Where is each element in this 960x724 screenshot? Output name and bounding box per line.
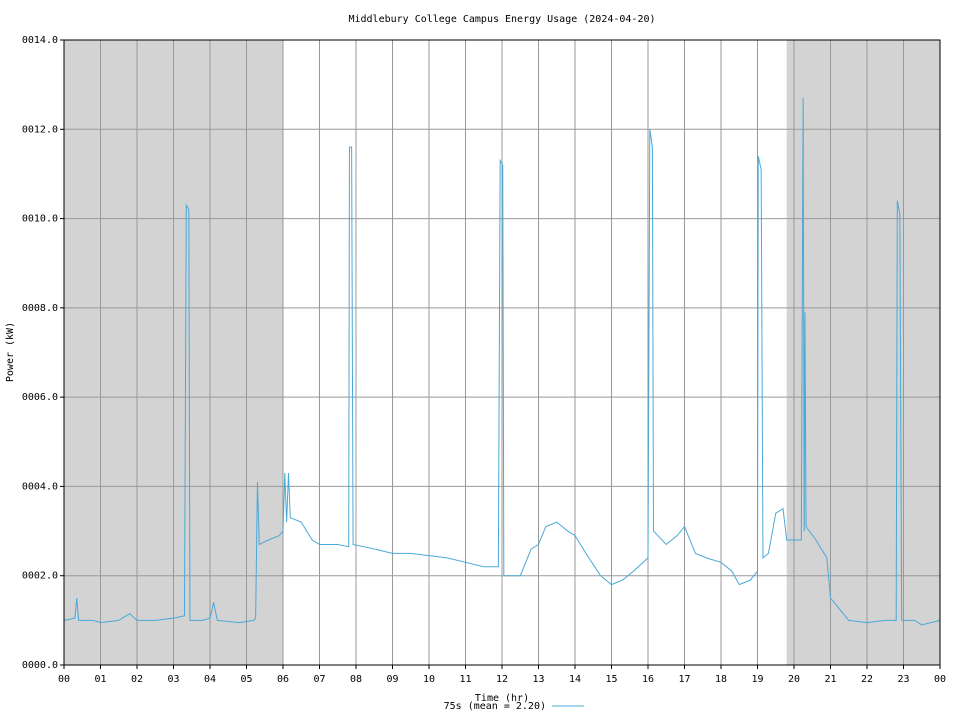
y-tick-label: 0006.0: [22, 392, 58, 403]
x-tick-label: 12: [496, 674, 508, 685]
x-tick-label: 00: [934, 674, 946, 685]
x-tick-label: 16: [642, 674, 654, 685]
x-tick-label: 04: [204, 674, 216, 685]
x-tick-label: 19: [751, 674, 763, 685]
x-tick-label: 21: [824, 674, 836, 685]
shaded-region: [786, 40, 940, 665]
y-tick-label: 0014.0: [22, 35, 58, 46]
y-tick-label: 0008.0: [22, 303, 58, 314]
x-axis-label: Time (hr): [475, 693, 529, 704]
x-tick-label: 18: [715, 674, 727, 685]
y-axis-label: Power (kW): [5, 322, 16, 382]
x-tick-label: 03: [167, 674, 179, 685]
x-tick-label: 06: [277, 674, 289, 685]
x-tick-label: 01: [94, 674, 106, 685]
x-tick-label: 09: [386, 674, 398, 685]
plot-frame: [63, 39, 941, 666]
y-tick-label: 0012.0: [22, 124, 58, 135]
x-tick-label: 15: [605, 674, 617, 685]
legend-label: 75s (mean = 2.20): [444, 701, 546, 712]
x-tick-label: 22: [861, 674, 873, 685]
x-tick-label: 23: [897, 674, 909, 685]
x-tick-label: 08: [350, 674, 362, 685]
series-line: [63, 98, 941, 626]
x-tick-label: 17: [678, 674, 690, 685]
y-tick-label: 0004.0: [22, 481, 58, 492]
x-tick-label: 11: [459, 674, 471, 685]
x-tick-label: 07: [313, 674, 325, 685]
chart-title: Middlebury College Campus Energy Usage (…: [348, 14, 655, 25]
x-tick-label: 20: [788, 674, 800, 685]
y-tick-label: 0000.0: [22, 660, 58, 671]
y-tick-label: 0002.0: [22, 571, 58, 582]
x-tick-label: 02: [131, 674, 143, 685]
x-tick-label: 00: [58, 674, 70, 685]
x-tick-label: 13: [532, 674, 544, 685]
x-tick-label: 05: [240, 674, 252, 685]
x-tick-label: 14: [569, 674, 581, 685]
y-tick-label: 0010.0: [22, 214, 58, 225]
x-tick-label: 10: [423, 674, 435, 685]
